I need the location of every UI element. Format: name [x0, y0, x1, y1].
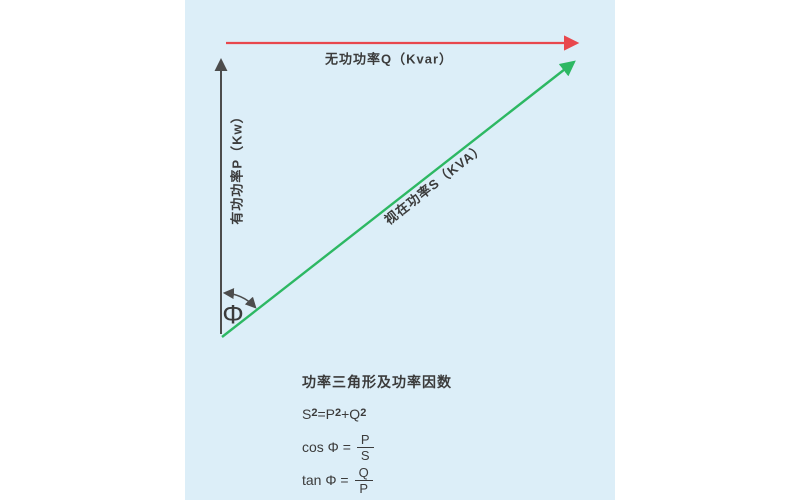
pythagoras-formula: S 2 =P 2 +Q 2 — [302, 401, 452, 427]
diagram-panel — [185, 0, 615, 500]
pythagoras-exp-1: 2 — [311, 407, 318, 419]
pythagoras-term-3: +Q — [341, 406, 361, 422]
cosine-numerator: P — [356, 433, 374, 448]
pythagoras-term-2: =P — [317, 406, 335, 422]
formula-block: 功率三角形及功率因数 S 2 =P 2 +Q 2 cos Φ = P S tan Φ = … — [302, 372, 452, 496]
tangent-denominator: P — [359, 480, 368, 496]
phi-angle-symbol: Φ — [222, 299, 244, 330]
tangent-fraction: Q P — [354, 466, 373, 496]
cosine-denominator: S — [360, 447, 370, 463]
tangent-formula: tan Φ = Q P — [302, 466, 452, 496]
cosine-fraction: P S — [356, 433, 374, 463]
formula-title: 功率三角形及功率因数 — [302, 374, 452, 390]
apparent-power-arrow — [221, 60, 576, 338]
pythagoras-term-1: S — [302, 406, 312, 422]
phi-angle-arc — [222, 287, 257, 309]
active-power-label: 有功功率P（Kw） — [229, 109, 245, 225]
pythagoras-exp-2: 2 — [334, 407, 342, 419]
reactive-power-label: 无功功率Q（Kvar） — [324, 51, 454, 67]
tangent-numerator: Q — [354, 466, 373, 481]
pythagoras-exp-3: 2 — [360, 407, 367, 419]
cosine-lhs: cos Φ = — [302, 439, 351, 455]
cosine-formula: cos Φ = P S — [302, 433, 452, 463]
tangent-lhs: tan Φ = — [302, 472, 349, 488]
